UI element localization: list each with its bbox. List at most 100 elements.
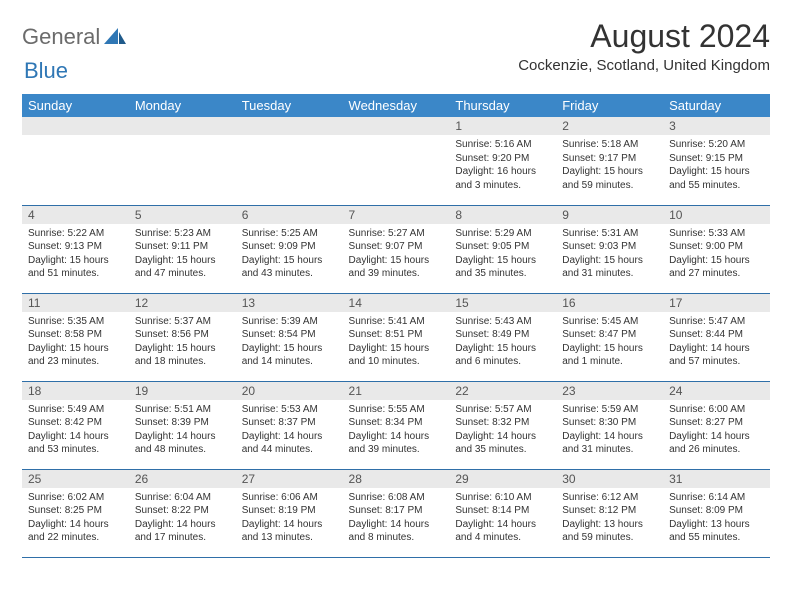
day-number: 18 (22, 382, 129, 400)
day-details: Sunrise: 5:41 AMSunset: 8:51 PMDaylight:… (343, 312, 450, 373)
day-details: Sunrise: 6:06 AMSunset: 8:19 PMDaylight:… (236, 488, 343, 549)
calendar-cell: 5Sunrise: 5:23 AMSunset: 9:11 PMDaylight… (129, 205, 236, 293)
day-number: 29 (449, 470, 556, 488)
day-number: 1 (449, 117, 556, 135)
day-number: 26 (129, 470, 236, 488)
calendar-cell: 25Sunrise: 6:02 AMSunset: 8:25 PMDayligh… (22, 469, 129, 557)
day-number: 13 (236, 294, 343, 312)
calendar-cell: 6Sunrise: 5:25 AMSunset: 9:09 PMDaylight… (236, 205, 343, 293)
day-number: 4 (22, 206, 129, 224)
day-number: 10 (663, 206, 770, 224)
calendar-cell: 9Sunrise: 5:31 AMSunset: 9:03 PMDaylight… (556, 205, 663, 293)
calendar-cell: 11Sunrise: 5:35 AMSunset: 8:58 PMDayligh… (22, 293, 129, 381)
day-number (236, 117, 343, 135)
col-monday: Monday (129, 94, 236, 117)
day-details (343, 135, 450, 142)
day-number: 12 (129, 294, 236, 312)
day-number: 8 (449, 206, 556, 224)
calendar-cell: 2Sunrise: 5:18 AMSunset: 9:17 PMDaylight… (556, 117, 663, 205)
calendar-cell: 20Sunrise: 5:53 AMSunset: 8:37 PMDayligh… (236, 381, 343, 469)
calendar-cell: 1Sunrise: 5:16 AMSunset: 9:20 PMDaylight… (449, 117, 556, 205)
day-number: 30 (556, 470, 663, 488)
calendar-cell: 3Sunrise: 5:20 AMSunset: 9:15 PMDaylight… (663, 117, 770, 205)
col-tuesday: Tuesday (236, 94, 343, 117)
calendar-cell: 30Sunrise: 6:12 AMSunset: 8:12 PMDayligh… (556, 469, 663, 557)
day-details: Sunrise: 5:16 AMSunset: 9:20 PMDaylight:… (449, 135, 556, 196)
day-details (236, 135, 343, 142)
day-details: Sunrise: 5:20 AMSunset: 9:15 PMDaylight:… (663, 135, 770, 196)
day-details: Sunrise: 5:18 AMSunset: 9:17 PMDaylight:… (556, 135, 663, 196)
calendar-week-row: 18Sunrise: 5:49 AMSunset: 8:42 PMDayligh… (22, 381, 770, 469)
calendar-table: Sunday Monday Tuesday Wednesday Thursday… (22, 94, 770, 558)
day-number: 22 (449, 382, 556, 400)
calendar-week-row: 11Sunrise: 5:35 AMSunset: 8:58 PMDayligh… (22, 293, 770, 381)
calendar-cell: 10Sunrise: 5:33 AMSunset: 9:00 PMDayligh… (663, 205, 770, 293)
calendar-cell: 13Sunrise: 5:39 AMSunset: 8:54 PMDayligh… (236, 293, 343, 381)
day-details: Sunrise: 5:57 AMSunset: 8:32 PMDaylight:… (449, 400, 556, 461)
day-details: Sunrise: 5:23 AMSunset: 9:11 PMDaylight:… (129, 224, 236, 285)
day-details: Sunrise: 5:37 AMSunset: 8:56 PMDaylight:… (129, 312, 236, 373)
calendar-cell: 22Sunrise: 5:57 AMSunset: 8:32 PMDayligh… (449, 381, 556, 469)
day-number: 31 (663, 470, 770, 488)
day-details: Sunrise: 6:04 AMSunset: 8:22 PMDaylight:… (129, 488, 236, 549)
day-details: Sunrise: 5:47 AMSunset: 8:44 PMDaylight:… (663, 312, 770, 373)
day-details: Sunrise: 5:55 AMSunset: 8:34 PMDaylight:… (343, 400, 450, 461)
calendar-cell: 21Sunrise: 5:55 AMSunset: 8:34 PMDayligh… (343, 381, 450, 469)
day-details: Sunrise: 5:35 AMSunset: 8:58 PMDaylight:… (22, 312, 129, 373)
day-details: Sunrise: 5:59 AMSunset: 8:30 PMDaylight:… (556, 400, 663, 461)
calendar-cell: 14Sunrise: 5:41 AMSunset: 8:51 PMDayligh… (343, 293, 450, 381)
calendar-body: 1Sunrise: 5:16 AMSunset: 9:20 PMDaylight… (22, 117, 770, 557)
day-number: 6 (236, 206, 343, 224)
calendar-week-row: 4Sunrise: 5:22 AMSunset: 9:13 PMDaylight… (22, 205, 770, 293)
calendar-cell: 7Sunrise: 5:27 AMSunset: 9:07 PMDaylight… (343, 205, 450, 293)
day-details: Sunrise: 5:33 AMSunset: 9:00 PMDaylight:… (663, 224, 770, 285)
day-details: Sunrise: 5:51 AMSunset: 8:39 PMDaylight:… (129, 400, 236, 461)
day-number: 17 (663, 294, 770, 312)
day-number: 27 (236, 470, 343, 488)
calendar-cell: 24Sunrise: 6:00 AMSunset: 8:27 PMDayligh… (663, 381, 770, 469)
day-number: 2 (556, 117, 663, 135)
calendar-cell: 17Sunrise: 5:47 AMSunset: 8:44 PMDayligh… (663, 293, 770, 381)
day-details: Sunrise: 5:22 AMSunset: 9:13 PMDaylight:… (22, 224, 129, 285)
day-details: Sunrise: 5:53 AMSunset: 8:37 PMDaylight:… (236, 400, 343, 461)
day-number: 14 (343, 294, 450, 312)
day-details (22, 135, 129, 142)
day-header-row: Sunday Monday Tuesday Wednesday Thursday… (22, 94, 770, 117)
day-number: 11 (22, 294, 129, 312)
calendar-cell (129, 117, 236, 205)
calendar-cell: 31Sunrise: 6:14 AMSunset: 8:09 PMDayligh… (663, 469, 770, 557)
calendar-cell: 18Sunrise: 5:49 AMSunset: 8:42 PMDayligh… (22, 381, 129, 469)
day-number: 21 (343, 382, 450, 400)
day-details: Sunrise: 5:45 AMSunset: 8:47 PMDaylight:… (556, 312, 663, 373)
calendar-cell: 16Sunrise: 5:45 AMSunset: 8:47 PMDayligh… (556, 293, 663, 381)
day-number: 9 (556, 206, 663, 224)
calendar-cell: 12Sunrise: 5:37 AMSunset: 8:56 PMDayligh… (129, 293, 236, 381)
day-details: Sunrise: 6:10 AMSunset: 8:14 PMDaylight:… (449, 488, 556, 549)
calendar-cell: 28Sunrise: 6:08 AMSunset: 8:17 PMDayligh… (343, 469, 450, 557)
day-number: 16 (556, 294, 663, 312)
day-number (22, 117, 129, 135)
day-details (129, 135, 236, 142)
calendar-page: General August 2024 Cockenzie, Scotland,… (0, 0, 792, 576)
day-number: 28 (343, 470, 450, 488)
col-thursday: Thursday (449, 94, 556, 117)
day-number: 3 (663, 117, 770, 135)
brand-word-general: General (22, 24, 100, 50)
day-details: Sunrise: 6:14 AMSunset: 8:09 PMDaylight:… (663, 488, 770, 549)
brand-logo: General (22, 18, 104, 50)
calendar-cell: 19Sunrise: 5:51 AMSunset: 8:39 PMDayligh… (129, 381, 236, 469)
calendar-cell: 26Sunrise: 6:04 AMSunset: 8:22 PMDayligh… (129, 469, 236, 557)
day-number: 23 (556, 382, 663, 400)
day-details: Sunrise: 6:02 AMSunset: 8:25 PMDaylight:… (22, 488, 129, 549)
brand-sail-icon (102, 26, 128, 48)
day-details: Sunrise: 5:39 AMSunset: 8:54 PMDaylight:… (236, 312, 343, 373)
day-details: Sunrise: 5:29 AMSunset: 9:05 PMDaylight:… (449, 224, 556, 285)
day-number: 24 (663, 382, 770, 400)
day-number (343, 117, 450, 135)
day-number: 25 (22, 470, 129, 488)
calendar-cell (236, 117, 343, 205)
calendar-cell: 15Sunrise: 5:43 AMSunset: 8:49 PMDayligh… (449, 293, 556, 381)
calendar-cell: 23Sunrise: 5:59 AMSunset: 8:30 PMDayligh… (556, 381, 663, 469)
col-wednesday: Wednesday (343, 94, 450, 117)
month-title: August 2024 (518, 18, 770, 55)
